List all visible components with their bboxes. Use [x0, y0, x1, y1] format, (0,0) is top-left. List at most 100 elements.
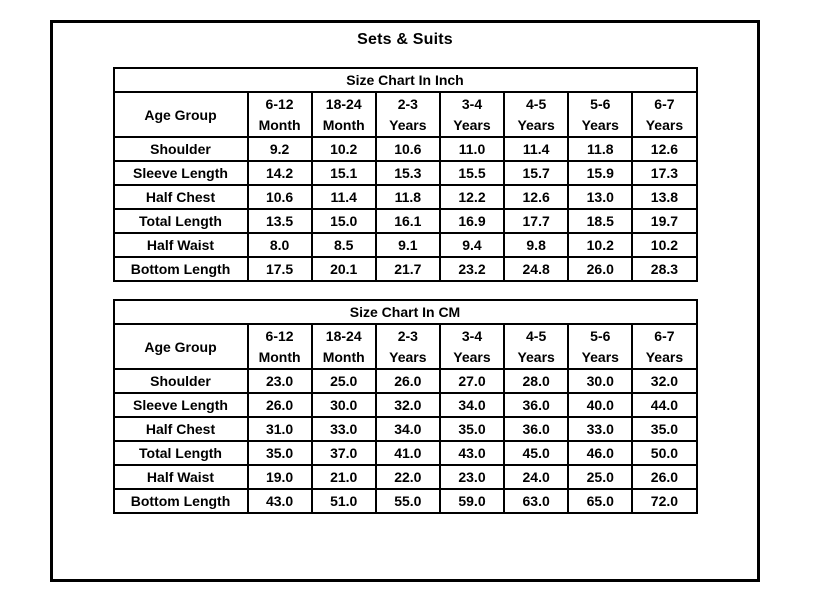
page-title: Sets & Suits	[357, 31, 453, 48]
measurement-value-cell: 19.7	[631, 208, 698, 234]
measurement-value-cell: 12.6	[503, 184, 570, 210]
measurement-value-cell: 17.5	[246, 256, 313, 282]
measurement-value-cell: 11.0	[438, 136, 506, 162]
age-column-header: 6-7 Years	[631, 91, 698, 138]
measurement-value-cell: 12.6	[631, 136, 698, 162]
age-column-header: 2-3 Years	[374, 91, 441, 138]
measurement-label: Total Length	[112, 208, 249, 234]
measurement-value-cell: 28.3	[631, 256, 698, 282]
measurement-label: Shoulder	[112, 136, 249, 162]
measurement-value-cell: 15.7	[503, 160, 570, 186]
measurement-value-cell: 24.0	[503, 464, 570, 490]
measurement-value-cell: 11.4	[503, 136, 570, 162]
measurement-value-cell: 26.0	[631, 464, 698, 490]
measurement-value-cell: 16.1	[374, 208, 441, 234]
measurement-label: Bottom Length	[112, 256, 249, 282]
measurement-value-cell: 28.0	[503, 368, 570, 394]
measurement-value-cell: 18.5	[567, 208, 634, 234]
size-chart-inch-table: Size Chart In Inch Age Group 6-12 Month 18-…	[112, 67, 698, 282]
measurement-value-cell: 16.9	[438, 208, 506, 234]
table-title-row: Size Chart In Inch	[112, 67, 698, 93]
measurement-value-cell: 33.0	[310, 416, 377, 442]
measurement-value-cell: 26.0	[374, 368, 441, 394]
measurement-value-cell: 9.2	[246, 136, 313, 162]
measurement-value-cell: 15.1	[310, 160, 377, 186]
measurement-value-cell: 22.0	[374, 464, 441, 490]
measurement-value-cell: 10.6	[246, 184, 313, 210]
measurement-value-cell: 50.0	[631, 440, 698, 466]
measurement-value-cell: 8.5	[310, 232, 377, 258]
measurement-value-cell: 10.6	[374, 136, 441, 162]
measurement-value-cell: 36.0	[503, 416, 570, 442]
measurement-value-cell: 55.0	[374, 488, 441, 514]
measurement-value-cell: 34.0	[438, 392, 506, 418]
measurement-value-cell: 11.8	[374, 184, 441, 210]
measurement-label: Bottom Length	[112, 488, 249, 514]
age-group-corner-header: Age Group	[112, 91, 249, 138]
measurement-value-cell: 37.0	[310, 440, 377, 466]
measurement-label: Shoulder	[112, 368, 249, 394]
measurement-value-cell: 11.8	[567, 136, 634, 162]
measurement-value-cell: 65.0	[567, 488, 634, 514]
measurement-value-cell: 72.0	[631, 488, 698, 514]
measurement-value-cell: 35.0	[438, 416, 506, 442]
measurement-value-cell: 21.7	[374, 256, 441, 282]
measurement-value-cell: 9.8	[503, 232, 570, 258]
age-column-header: 6-12 Month	[246, 91, 313, 138]
age-header-row: Age Group 6-12 Month 18-24 Month 2-3 Years 3…	[112, 91, 698, 138]
measurement-value-cell: 15.5	[438, 160, 506, 186]
measurement-label: Half Chest	[112, 416, 249, 442]
age-column-header: 5-6 Years	[567, 91, 634, 138]
age-header-row: Age Group 6-12 Month 18-24 Month 2-3 Years 3…	[112, 323, 698, 370]
measurement-label: Sleeve Length	[112, 160, 249, 186]
measurement-value-cell: 63.0	[503, 488, 570, 514]
measurement-value-cell: 13.0	[567, 184, 634, 210]
measurement-value-cell: 9.4	[438, 232, 506, 258]
measurement-row: Shoulder 23.0 25.0 26.0 27.0 28.0 30.0 32.0	[112, 368, 698, 394]
measurement-value-cell: 43.0	[246, 488, 313, 514]
measurement-value-cell: 34.0	[374, 416, 441, 442]
measurement-value-cell: 11.4	[310, 184, 377, 210]
measurement-label: Half Waist	[112, 464, 249, 490]
measurement-value-cell: 51.0	[310, 488, 377, 514]
age-column-header: 4-5 Years	[503, 91, 570, 138]
age-column-header: 5-6 Years	[567, 323, 634, 370]
measurement-value-cell: 15.9	[567, 160, 634, 186]
measurement-value-cell: 10.2	[567, 232, 634, 258]
age-column-header: 3-4 Years	[438, 323, 506, 370]
measurement-label: Half Chest	[112, 184, 249, 210]
measurement-value-cell: 40.0	[567, 392, 634, 418]
measurement-label: Total Length	[112, 440, 249, 466]
measurement-value-cell: 45.0	[503, 440, 570, 466]
measurement-value-cell: 35.0	[631, 416, 698, 442]
measurement-row: Half Chest 31.0 33.0 34.0 35.0 36.0 33.0 35.0	[112, 416, 698, 442]
measurement-value-cell: 32.0	[374, 392, 441, 418]
measurement-value-cell: 19.0	[246, 464, 313, 490]
measurement-value-cell: 24.8	[503, 256, 570, 282]
measurement-label: Sleeve Length	[112, 392, 249, 418]
measurement-value-cell: 13.5	[246, 208, 313, 234]
measurement-value-cell: 25.0	[310, 368, 377, 394]
measurement-value-cell: 44.0	[631, 392, 698, 418]
age-column-header: 18-24 Month	[310, 323, 377, 370]
table-title-row: Size Chart In CM	[112, 299, 698, 325]
measurement-value-cell: 27.0	[438, 368, 506, 394]
measurement-value-cell: 25.0	[567, 464, 634, 490]
measurement-value-cell: 32.0	[631, 368, 698, 394]
measurement-value-cell: 23.2	[438, 256, 506, 282]
measurement-value-cell: 41.0	[374, 440, 441, 466]
measurement-value-cell: 10.2	[631, 232, 698, 258]
measurement-value-cell: 13.8	[631, 184, 698, 210]
measurement-row: Bottom Length 43.0 51.0 55.0 59.0 63.0 65.0 72.…	[112, 488, 698, 514]
measurement-value-cell: 31.0	[246, 416, 313, 442]
measurement-value-cell: 15.3	[374, 160, 441, 186]
measurement-value-cell: 26.0	[246, 392, 313, 418]
age-column-header: 6-7 Years	[631, 323, 698, 370]
measurement-value-cell: 14.2	[246, 160, 313, 186]
measurement-value-cell: 30.0	[310, 392, 377, 418]
measurement-row: Total Length 35.0 37.0 41.0 43.0 45.0 46.0 50.0	[112, 440, 698, 466]
age-column-header: 3-4 Years	[438, 91, 506, 138]
measurement-value-cell: 26.0	[567, 256, 634, 282]
measurement-value-cell: 12.2	[438, 184, 506, 210]
